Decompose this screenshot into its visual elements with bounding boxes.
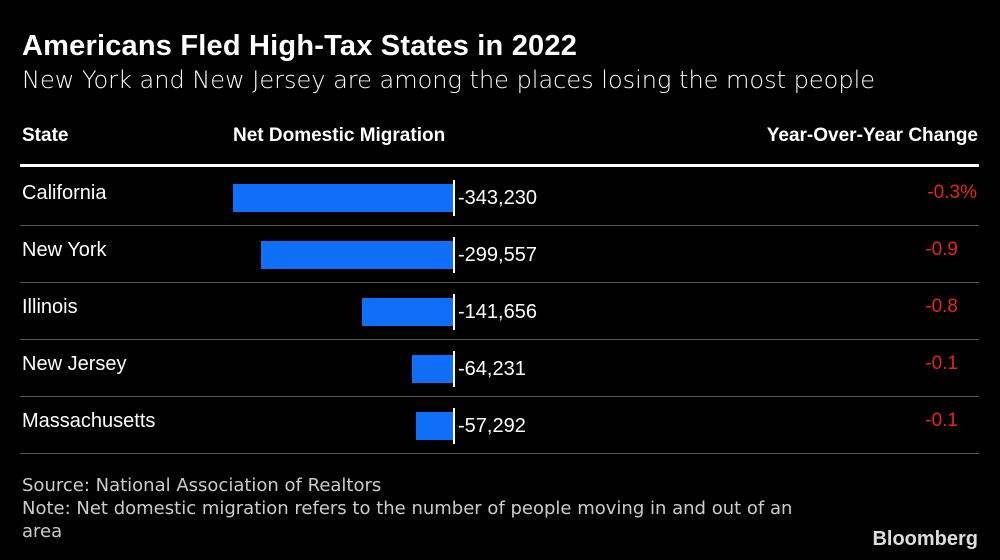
state-label: Massachusetts <box>22 410 156 432</box>
state-label: California <box>22 182 107 204</box>
migration-value: -299,557 <box>458 244 537 266</box>
table-row: New Jersey -64,231 -0.1 <box>20 339 979 397</box>
bloomberg-logo: Bloomberg <box>872 528 978 550</box>
yoy-change: -0.1 <box>925 353 958 374</box>
yoy-change: -0.3% <box>927 182 977 203</box>
zero-line <box>453 180 455 216</box>
zero-line <box>453 408 455 444</box>
migration-value: -141,656 <box>458 301 537 323</box>
table-row: California -343,230 -0.3% <box>20 168 979 226</box>
yoy-change: -0.8 <box>925 296 958 317</box>
migration-bar <box>362 298 453 326</box>
state-label: New Jersey <box>22 353 127 375</box>
migration-value: -57,292 <box>458 415 526 437</box>
yoy-change: -0.1 <box>925 410 958 431</box>
zero-line <box>453 237 455 273</box>
state-label: New York <box>22 239 107 261</box>
column-header-migration: Net Domestic Migration <box>233 125 446 146</box>
column-header-state: State <box>22 125 69 146</box>
migration-bar <box>233 184 453 212</box>
migration-value: -64,231 <box>458 358 526 380</box>
zero-line <box>453 351 455 387</box>
chart-title: Americans Fled High-Tax States in 2022 <box>22 30 578 62</box>
zero-line <box>453 294 455 330</box>
chart-subtitle: New York and New Jersey are among the pl… <box>22 66 876 94</box>
migration-value: -343,230 <box>458 187 537 209</box>
table-row: New York -299,557 -0.9 <box>20 225 979 283</box>
footnote: Note: Net domestic migration refers to t… <box>22 498 793 542</box>
source-note: Source: National Association of Realtors <box>22 475 382 496</box>
migration-bar <box>411 355 453 383</box>
yoy-change: -0.9 <box>925 239 958 260</box>
migration-bar <box>260 241 453 269</box>
state-label: Illinois <box>22 296 78 318</box>
table-row: Massachusetts -57,292 -0.1 <box>20 396 979 454</box>
table-row: Illinois -141,656 -0.8 <box>20 282 979 340</box>
column-header-change: Year-Over-Year Change <box>766 125 978 146</box>
header-divider <box>20 164 979 167</box>
migration-bar <box>416 412 453 440</box>
